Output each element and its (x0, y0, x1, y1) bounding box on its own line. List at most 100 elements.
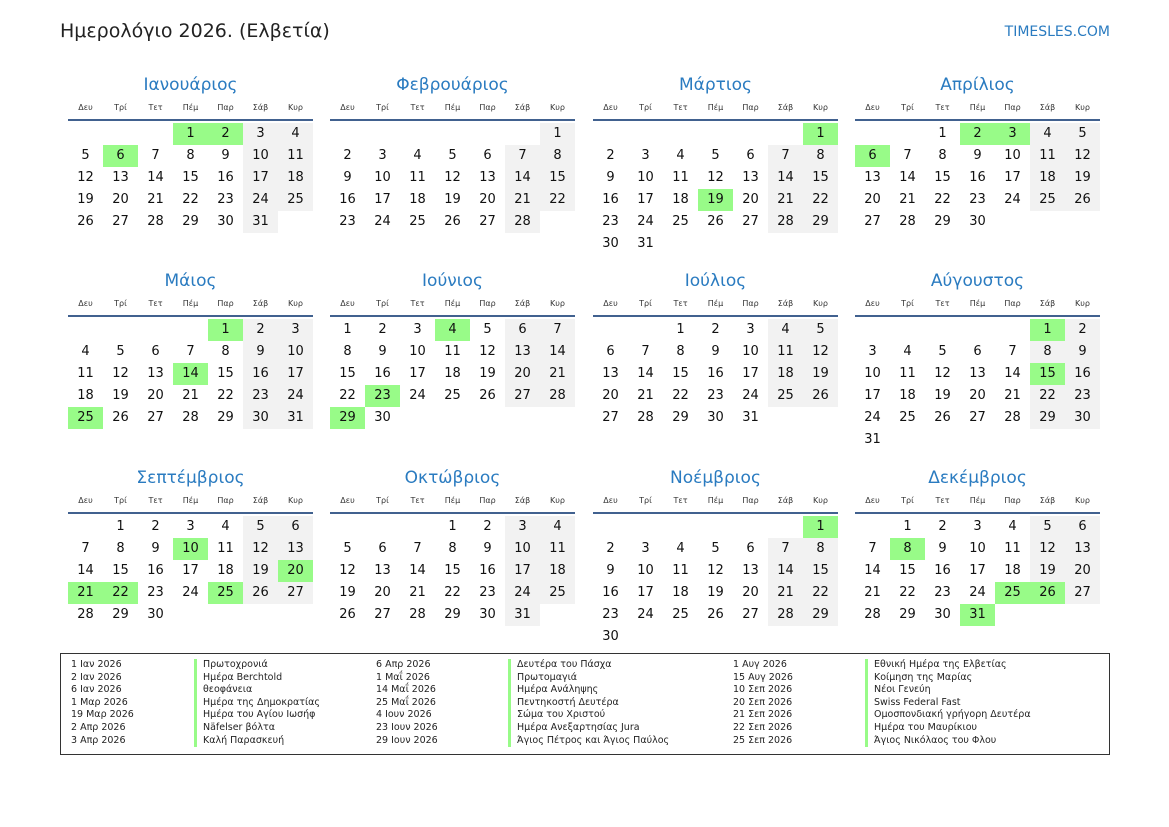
holiday-date: 1 Αυγ 2026 (733, 659, 787, 670)
day: 3 (186, 519, 195, 534)
day: 15 (803, 167, 838, 189)
day: 19 (707, 585, 724, 600)
day: 20 (374, 585, 391, 600)
day: 9 (378, 344, 387, 359)
day: 11 (768, 341, 803, 363)
day: 18 (409, 192, 426, 207)
day: 2 (343, 148, 352, 163)
day: 23 (707, 388, 724, 403)
day: 13 (374, 563, 391, 578)
day: 15 (217, 366, 234, 381)
holiday-day: 2 (208, 123, 243, 145)
weekday-label: Τετ (935, 103, 950, 112)
holiday-date: 25 Μαΐ 2026 (376, 696, 436, 708)
month-name: Ιούλιος (684, 271, 747, 291)
empty-cell (890, 123, 925, 145)
day: 20 (1065, 560, 1100, 582)
day: 28 (505, 211, 540, 233)
day: 26 (339, 607, 356, 622)
day: 18 (899, 388, 916, 403)
day: 22 (339, 388, 356, 403)
day: 4 (221, 519, 230, 534)
weekday-label: Κυρ (288, 299, 303, 308)
weekday-label: Κυρ (813, 103, 828, 112)
weekday-label: Πέμ (444, 299, 461, 308)
day: 12 (1030, 538, 1065, 560)
holiday-date: 4 Ιουν 2026 (376, 709, 432, 721)
empty-cell (103, 319, 138, 341)
day: 2 (1065, 319, 1100, 341)
site-link[interactable]: TIMESLES.COM (1004, 24, 1110, 40)
weekday-header: Δευ Τρί Τετ Πέμ Παρ Σάβ Κυρ (855, 99, 1100, 121)
weekday-label: Κυρ (288, 103, 303, 112)
empty-cell (960, 319, 995, 341)
month-name: Νοέμβριος (670, 468, 761, 488)
weekday-label: Τρί (901, 299, 914, 308)
day: 25 (899, 410, 916, 425)
day: 28 (540, 385, 575, 407)
day: 23 (217, 192, 234, 207)
month-name: Μάρτιος (678, 75, 753, 95)
day: 22 (182, 192, 199, 207)
weekday-label: Πέμ (707, 496, 724, 505)
day: 26 (112, 410, 129, 425)
weekday-label: Κυρ (550, 299, 565, 308)
day: 12 (803, 341, 838, 363)
day: 28 (768, 604, 803, 626)
day: 2 (711, 322, 720, 337)
holiday-name: Κοίμηση της Μαρίας (865, 671, 1031, 685)
empty-cell (733, 123, 768, 145)
day: 7 (505, 145, 540, 167)
day: 26 (934, 410, 951, 425)
empty-cell (173, 319, 208, 341)
day: 10 (1004, 148, 1021, 163)
day: 20 (147, 388, 164, 403)
month-2: Φεβρουάριος Δευ Τρί Τετ Πέμ Παρ Σάβ Κυρ 1 2 3 4 5 6 7 8… (330, 72, 575, 233)
weekday-label: Πέμ (969, 496, 986, 505)
weekday-label: Τρί (639, 496, 652, 505)
holiday-name: Ημέρα της Δημοκρατίας (194, 696, 320, 710)
day: 13 (969, 366, 986, 381)
weekday-label: Δευ (340, 299, 355, 308)
day: 5 (81, 148, 90, 163)
day: 6 (746, 148, 755, 163)
day: 11 (444, 344, 461, 359)
weekday-label: Τετ (935, 299, 950, 308)
day: 4 (278, 123, 313, 145)
day: 28 (147, 214, 164, 229)
day: 8 (221, 344, 230, 359)
holiday-name: Ημέρα του Μαυρίκιου (865, 721, 1031, 735)
empty-cell (768, 516, 803, 538)
holiday-date: 2 Απρ 2026 (71, 721, 126, 733)
day: 16 (602, 192, 619, 207)
month-11: Νοέμβριος Δευ Τρί Τετ Πέμ Παρ Σάβ Κυρ 1 2 3 4 5 6 7 8 9 1… (593, 465, 838, 648)
day: 30 (217, 214, 234, 229)
day: 2 (151, 519, 160, 534)
day: 6 (973, 344, 982, 359)
day: 2 (243, 319, 278, 341)
day: 27 (864, 214, 881, 229)
holiday-date: 2 Ιαν 2026 (71, 671, 122, 683)
day: 14 (540, 341, 575, 363)
day: 29 (899, 607, 916, 622)
weekday-label: Τρί (639, 299, 652, 308)
empty-cell (138, 123, 173, 145)
day: 9 (711, 344, 720, 359)
day: 19 (444, 192, 461, 207)
day: 22 (803, 189, 838, 211)
holiday-name: Ομοσπονδιακή γρήγορη Δευτέρα (865, 709, 1031, 722)
day: 18 (1004, 563, 1021, 578)
day: 16 (707, 366, 724, 381)
weekday-label: Δευ (603, 299, 618, 308)
weekday-label: Τρί (901, 496, 914, 505)
day: 29 (217, 410, 234, 425)
holiday-day: 1 (1030, 319, 1065, 341)
day: 14 (768, 560, 803, 582)
day: 11 (1004, 541, 1021, 556)
day: 5 (116, 344, 125, 359)
day: 19 (1065, 167, 1100, 189)
day-grid: 1 2 3 4 5 6 7 8 9 10 11 12 13 14 15 16 17 18 19 20 21 22 23 24 2… (593, 123, 838, 255)
day: 16 (602, 585, 619, 600)
day: 31 (742, 410, 759, 425)
day: 4 (540, 516, 575, 538)
